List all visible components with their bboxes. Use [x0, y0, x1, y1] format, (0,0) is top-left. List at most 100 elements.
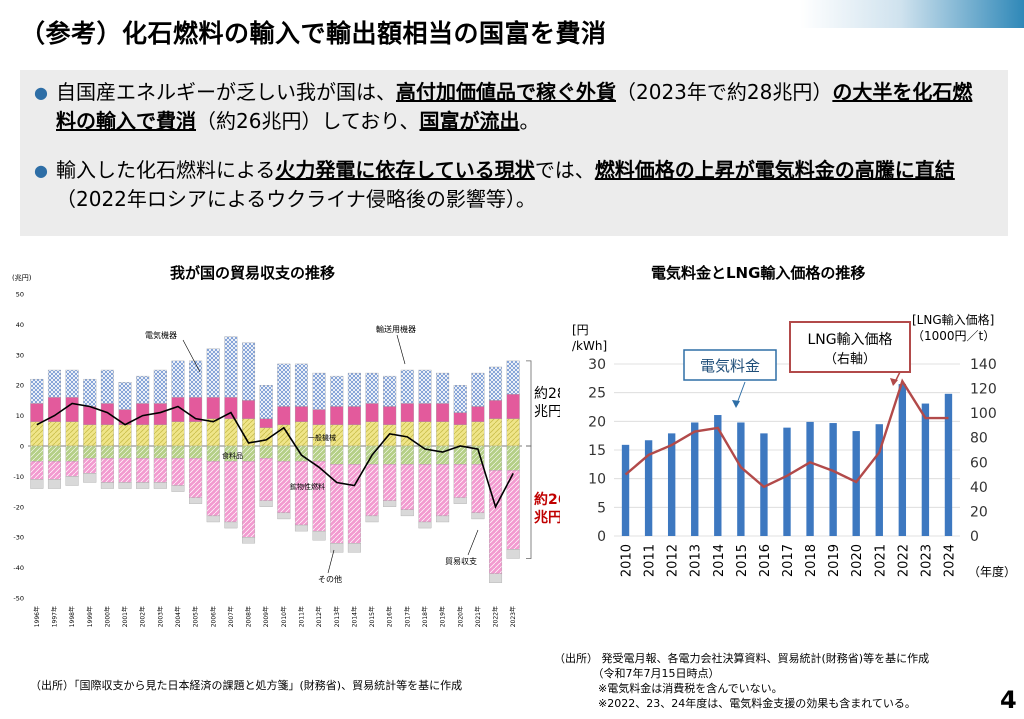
- annotation-leader: [327, 549, 335, 574]
- x-tick-label: 1999年: [86, 606, 94, 627]
- y-left-axis-label: [円: [572, 323, 589, 337]
- bar-segment-鉱物性燃料: [383, 464, 397, 501]
- x-tick-label: 2011: [643, 544, 658, 577]
- bar-segment-その他: [294, 524, 308, 532]
- annotation-label: 食料品: [222, 451, 243, 460]
- bracket-label-positive: 兆円: [534, 404, 560, 420]
- bar-segment-鉱物性燃料: [259, 458, 273, 501]
- bar-segment-食料品: [153, 445, 167, 459]
- bar-segment-その他: [453, 497, 467, 504]
- annotation-label: その他: [318, 574, 342, 584]
- bar-segment-一般機械: [453, 424, 467, 447]
- annotation-label: 一般機械: [308, 433, 336, 442]
- bar-segment-食料品: [506, 445, 520, 471]
- x-tick-label: 2020: [850, 544, 865, 577]
- body-text: 。: [519, 109, 540, 133]
- bar-segment-その他: [400, 509, 414, 517]
- y-left-axis-label: /kWh]: [572, 339, 607, 353]
- bar-segment-電気機器: [471, 372, 485, 407]
- electricity-price-bar: [760, 433, 768, 536]
- bar-segment-食料品: [453, 445, 467, 465]
- bar-segment-鉱物性燃料: [436, 464, 450, 517]
- body-text: 輸入した化石燃料による: [56, 158, 276, 182]
- bar-segment-鉱物性燃料: [277, 461, 291, 514]
- bar-segment-一般機械: [30, 421, 44, 447]
- bar-segment-輸送用機器: [365, 403, 379, 422]
- x-tick-label: 2015年: [368, 606, 376, 627]
- bar-segment-輸送用機器: [330, 406, 344, 425]
- x-tick-label: 2023年: [509, 606, 517, 627]
- bracket-label-negative: 約26: [534, 491, 560, 508]
- bar-segment-電気機器: [347, 372, 361, 407]
- x-tick-label: 2021: [873, 544, 888, 577]
- bar-segment-輸送用機器: [277, 406, 291, 425]
- y-tick-label: 20: [16, 382, 24, 390]
- bar-segment-輸送用機器: [259, 418, 273, 428]
- annotation-leader: [467, 529, 479, 556]
- x-tick-label: 2011年: [297, 606, 305, 627]
- bar-segment-一般機械: [206, 418, 220, 447]
- electricity-price-bar: [875, 424, 883, 536]
- bar-segment-輸送用機器: [83, 406, 97, 425]
- bar-segment-その他: [189, 497, 203, 504]
- bar-segment-鉱物性燃料: [471, 464, 485, 514]
- y-left-tick-label: 25: [588, 386, 606, 402]
- electricity-price-bar: [621, 444, 630, 536]
- source-line: ※2022、23、24年度は、電気料金支援の効果も含まれている。: [554, 697, 916, 710]
- y-tick-label: 30: [16, 351, 24, 359]
- x-tick-label: 2002年: [139, 606, 147, 627]
- body-text: （約26兆円）しており、: [196, 109, 420, 133]
- bar-segment-輸送用機器: [489, 400, 503, 419]
- bar-segment-一般機械: [506, 418, 520, 447]
- bar-segment-その他: [171, 485, 185, 492]
- bar-segment-電気機器: [100, 369, 114, 404]
- y-left-tick-label: 5: [597, 500, 606, 516]
- source-line: （令和7年7月15日時点）: [554, 667, 720, 680]
- body-text: （2022年ロシアによるウクライナ侵略後の影響等）。: [56, 187, 536, 211]
- bar-segment-電気機器: [365, 372, 379, 404]
- bracket-label-negative: 兆円: [534, 510, 560, 526]
- y-tick-label: 0: [20, 443, 24, 451]
- bar-segment-その他: [330, 543, 344, 553]
- trade-chart-title: 我が国の貿易収支の推移: [170, 264, 336, 282]
- x-tick-label: 2004年: [174, 606, 182, 627]
- y-tick-label: -20: [13, 503, 24, 511]
- highlight-text: 高付加価値品で稼ぐ外貨: [396, 80, 616, 104]
- bar-segment-食料品: [30, 445, 44, 462]
- bar-segment-電気機器: [453, 385, 467, 413]
- body-text: （2023年で約28兆円）: [616, 80, 833, 104]
- y-left-tick-label: 0: [597, 529, 606, 545]
- bar-segment-電気機器: [189, 360, 203, 398]
- bar-segment-鉱物性燃料: [365, 464, 379, 517]
- x-tick-label: 2019: [827, 544, 842, 577]
- y-right-tick-label: 120: [970, 382, 997, 398]
- bar-segment-一般機械: [83, 424, 97, 447]
- bar-segment-輸送用機器: [506, 394, 520, 419]
- bar-segment-その他: [347, 543, 361, 553]
- bar-segment-電気機器: [65, 369, 79, 398]
- electricity-callout-box: [683, 349, 777, 381]
- annotation-label: 貿易収支: [445, 556, 477, 566]
- price-chart-title: 電気料金とLNG輸入価格の推移: [651, 264, 866, 282]
- bar-segment-鉱物性燃料: [83, 458, 97, 474]
- y-right-tick-label: 40: [970, 480, 988, 496]
- bar-segment-一般機械: [294, 421, 308, 447]
- bar-segment-食料品: [383, 445, 397, 465]
- callout-arrow-icon: [732, 400, 740, 408]
- bar-segment-一般機械: [47, 421, 61, 447]
- y-left-tick-label: 15: [588, 443, 606, 459]
- x-tick-label: 2016年: [386, 606, 394, 627]
- bar-segment-食料品: [400, 445, 414, 465]
- source-line: ※電気料金は消費税を含んでいない。: [554, 682, 783, 695]
- highlight-text: 燃料価格の上昇が電気料金の高騰に直結: [594, 158, 955, 182]
- bar-segment-電気機器: [383, 375, 397, 407]
- x-tick-label: 2005年: [192, 606, 200, 627]
- bar-segment-その他: [65, 476, 79, 486]
- lng-callout-label: LNG輸入価格: [807, 332, 892, 348]
- electricity-price-bar: [944, 393, 953, 536]
- x-tick-label: 2000年: [103, 606, 111, 627]
- bar-segment-食料品: [189, 445, 203, 459]
- bar-segment-輸送用機器: [206, 397, 220, 419]
- x-tick-label: 2018年: [421, 606, 429, 627]
- page-title: （参考）化石燃料の輸入で輸出額相当の国富を費消: [20, 19, 607, 48]
